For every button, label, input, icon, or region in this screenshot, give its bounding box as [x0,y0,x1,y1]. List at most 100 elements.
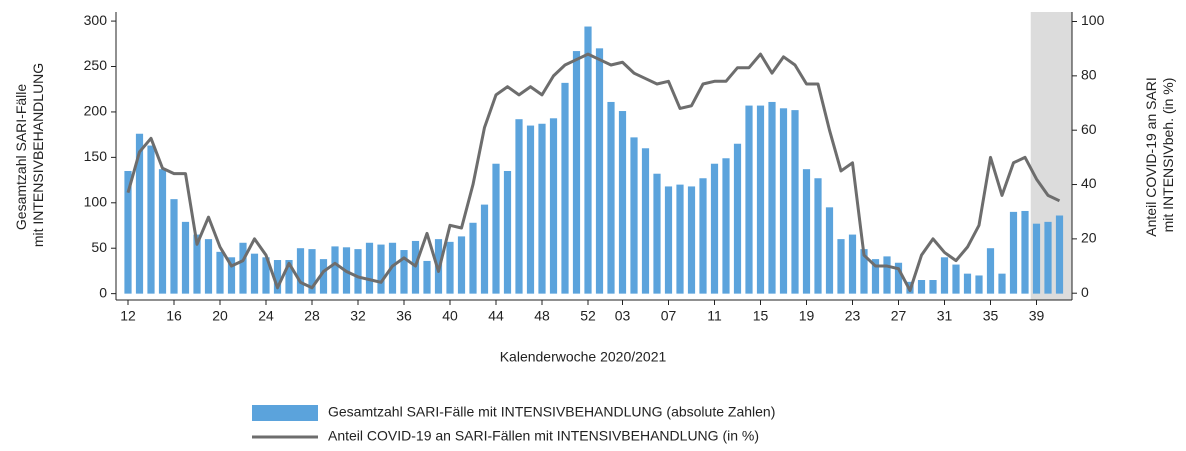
x-tick-label: 48 [534,308,550,324]
y-tick-label: 50 [91,239,107,255]
x-tick-label: 03 [615,308,631,324]
bar [814,178,822,294]
bar [733,143,742,294]
bar [296,248,305,294]
y2-axis-label-line: Anteil COVID-19 an SARI [1143,77,1159,237]
bar [319,259,328,294]
legend-swatch [252,405,318,421]
bar [894,262,903,294]
bar [492,163,500,294]
y-axis-label-line: Gesamtzahl SARI-Fälle [13,84,29,230]
bar [825,207,834,294]
y2-tick-label: 0 [1081,284,1089,300]
bar [917,280,926,294]
bar [354,249,362,294]
bar [170,199,178,294]
bar [687,186,696,294]
x-tick-label: 20 [212,308,228,324]
bar [779,108,788,294]
x-tick-label: 15 [753,308,769,324]
bar [377,244,385,294]
bar [135,133,144,294]
legend-label: Gesamtzahl SARI-Fälle mit INTENSIVBEHAND… [328,404,775,420]
bar [756,105,765,294]
bar [791,110,799,294]
x-tick-label: 52 [580,308,596,324]
bar [848,234,857,294]
bar [193,234,201,294]
x-tick-label: 24 [258,308,274,324]
bar [929,280,937,294]
bar [860,249,868,294]
bar [469,222,477,294]
bar [273,260,282,294]
bar [883,256,891,294]
x-tick-label: 16 [166,308,182,324]
bar [802,169,811,294]
bar [446,241,454,294]
x-tick-label: 11 [707,308,722,324]
bar [768,101,776,294]
x-tick-label: 40 [442,308,458,324]
bar [1044,221,1052,294]
bar [549,118,558,294]
bar [526,125,535,294]
bar [1009,211,1018,294]
x-tick-label: 39 [1029,308,1045,324]
bar [630,137,638,294]
y2-axis-label: Anteil COVID-19 an SARI mit INTENSIVbeh.… [1143,73,1176,236]
x-tick-label: 28 [304,308,320,324]
y2-tick-label: 100 [1081,12,1105,28]
bar [745,105,753,294]
bar [963,273,972,294]
y2-tick-label: 20 [1081,230,1097,246]
bar [365,242,374,294]
x-tick-label: 23 [845,308,861,324]
bar [572,51,581,294]
bar [699,178,707,294]
x-tick-label: 31 [937,308,953,324]
bar [871,259,880,294]
bar [940,257,949,294]
bar [837,239,845,294]
bar [181,221,190,294]
y-tick-label: 200 [84,103,108,119]
bar [147,145,155,294]
bar [952,264,960,294]
y-tick-label: 250 [84,57,108,73]
x-tick-label: 32 [350,308,366,324]
bar [1021,210,1029,294]
bar [515,119,523,294]
y-tick-label: 300 [84,12,108,28]
x-tick-label: 19 [799,308,815,324]
y-tick-label: 100 [84,193,108,209]
x-tick-label: 07 [661,308,677,324]
bar [986,248,995,294]
bar [239,242,247,294]
bar [400,250,408,294]
line [126,52,1061,292]
x-tick-label: 35 [983,308,999,324]
x-axis-label: Kalenderwoche 2020/2021 [500,349,667,365]
y-tick-label: 150 [84,148,108,164]
bar [204,239,213,294]
x-tick-label: 27 [891,308,907,324]
bar [641,148,650,294]
y-tick-label: 0 [99,284,107,300]
bar [503,170,512,294]
bar [561,82,569,294]
y2-axis-label-line: mit INTENSIVbeh. (in %) [1160,78,1176,233]
bar [216,251,224,294]
y-axis-label-line: mit INTENSIVBEHANDLUNG [30,63,46,247]
bar [308,249,316,294]
bar [285,260,293,294]
x-tick-label: 12 [120,308,136,324]
bar [457,236,466,294]
bar [676,184,684,294]
bar [227,257,236,294]
bar [607,101,615,294]
x-tick-label: 36 [396,308,412,324]
y2-tick-label: 80 [1081,67,1097,83]
bar [158,169,167,294]
bar [975,275,983,294]
